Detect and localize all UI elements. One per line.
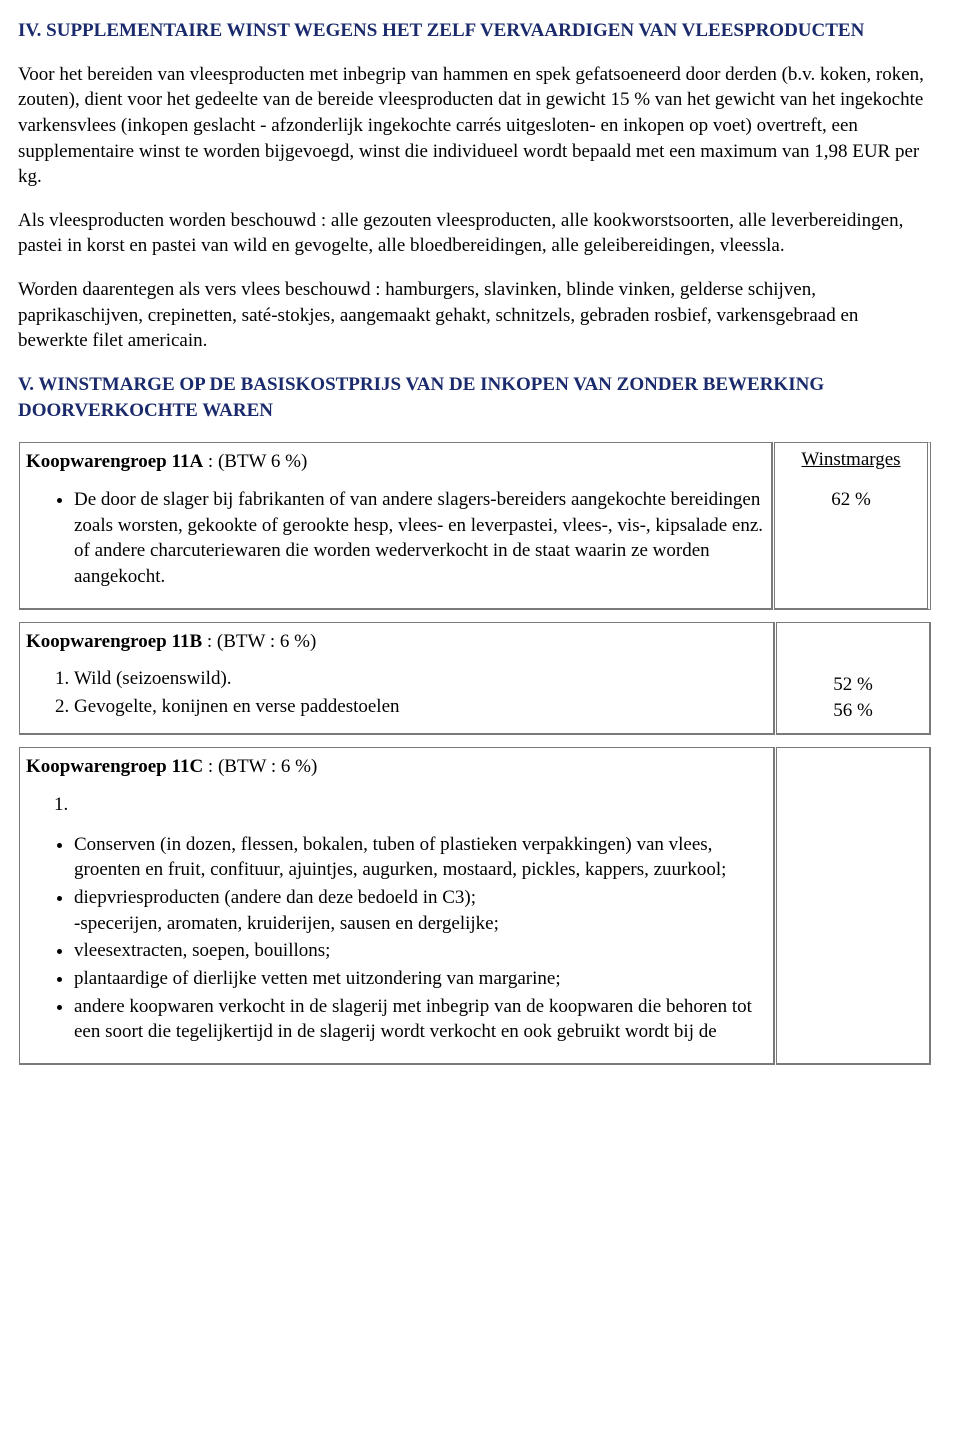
section-4-para-2: Als vleesproducten worden beschouwd : al… — [18, 208, 932, 259]
group-11b-cell-right: 52 % 56 % — [776, 622, 931, 736]
group-11b-cell-left: Koopwarengroep 11B : (BTW : 6 %) Wild (s… — [19, 622, 775, 736]
group-11c-title: Koopwarengroep 11C : (BTW : 6 %) — [26, 754, 767, 780]
list-item: De door de slager bij fabrikanten of van… — [74, 487, 765, 590]
group-11b-title-bold: Koopwarengroep 11B — [26, 631, 202, 652]
group-11c-cell-right — [776, 747, 931, 1064]
group-11b-title: Koopwarengroep 11B : (BTW : 6 %) — [26, 629, 767, 655]
list-item: Gevogelte, konijnen en verse paddestoele… — [74, 694, 767, 720]
group-11c-b2-line2: -specerijen, aromaten, kruiderijen, saus… — [74, 913, 499, 934]
section-5-title: V. WINSTMARGE OP DE BASISKOSTPRIJS VAN D… — [18, 372, 932, 423]
group-11a-table: Koopwarengroep 11A : (BTW 6 %) De door d… — [18, 441, 932, 610]
group-11c-b2-line1: diepvriesproducten (andere dan deze bedo… — [74, 887, 476, 908]
group-11c-lead-number: 1. — [26, 792, 767, 818]
group-11c-bullets: Conserven (in dozen, flessen, bokalen, t… — [26, 832, 767, 1045]
section-4-title: IV. SUPPLEMENTAIRE WINST WEGENS HET ZELF… — [18, 18, 932, 44]
group-11c-table: Koopwarengroep 11C : (BTW : 6 %) 1. Cons… — [18, 746, 932, 1065]
group-11a-cell-left: Koopwarengroep 11A : (BTW 6 %) De door d… — [19, 442, 773, 609]
section-4-para-3: Worden daarentegen als vers vlees bescho… — [18, 277, 932, 354]
group-11b-title-rest: : (BTW : 6 %) — [202, 631, 316, 652]
list-item: diepvriesproducten (andere dan deze bedo… — [74, 885, 767, 936]
list-item: andere koopwaren verkocht in de slagerij… — [74, 994, 767, 1045]
group-11a-value: 62 % — [831, 489, 871, 510]
group-11c-title-rest: : (BTW : 6 %) — [203, 756, 317, 777]
group-11b-value-2: 56 % — [783, 698, 923, 724]
group-11a-bullets: De door de slager bij fabrikanten of van… — [26, 487, 765, 590]
group-11b-list: Wild (seizoenswild). Gevogelte, konijnen… — [26, 666, 767, 719]
group-11a-title-bold: Koopwarengroep 11A — [26, 451, 203, 472]
winstmarges-header: Winstmarges — [781, 447, 921, 473]
section-4-para-1: Voor het bereiden van vleesproducten met… — [18, 62, 932, 190]
list-item: plantaardige of dierlijke vetten met uit… — [74, 966, 767, 992]
group-11c-cell-left: Koopwarengroep 11C : (BTW : 6 %) 1. Cons… — [19, 747, 775, 1064]
group-11b-value-1: 52 % — [783, 672, 923, 698]
group-11a-title: Koopwarengroep 11A : (BTW 6 %) — [26, 449, 765, 475]
group-11b-table: Koopwarengroep 11B : (BTW : 6 %) Wild (s… — [18, 621, 932, 737]
group-11a-title-rest: : (BTW 6 %) — [203, 451, 307, 472]
list-item: Conserven (in dozen, flessen, bokalen, t… — [74, 832, 767, 883]
list-item: Wild (seizoenswild). — [74, 666, 767, 692]
group-11c-title-bold: Koopwarengroep 11C — [26, 756, 203, 777]
group-11a-cell-right: Winstmarges 62 % — [774, 442, 931, 609]
list-item: vleesextracten, soepen, bouillons; — [74, 938, 767, 964]
